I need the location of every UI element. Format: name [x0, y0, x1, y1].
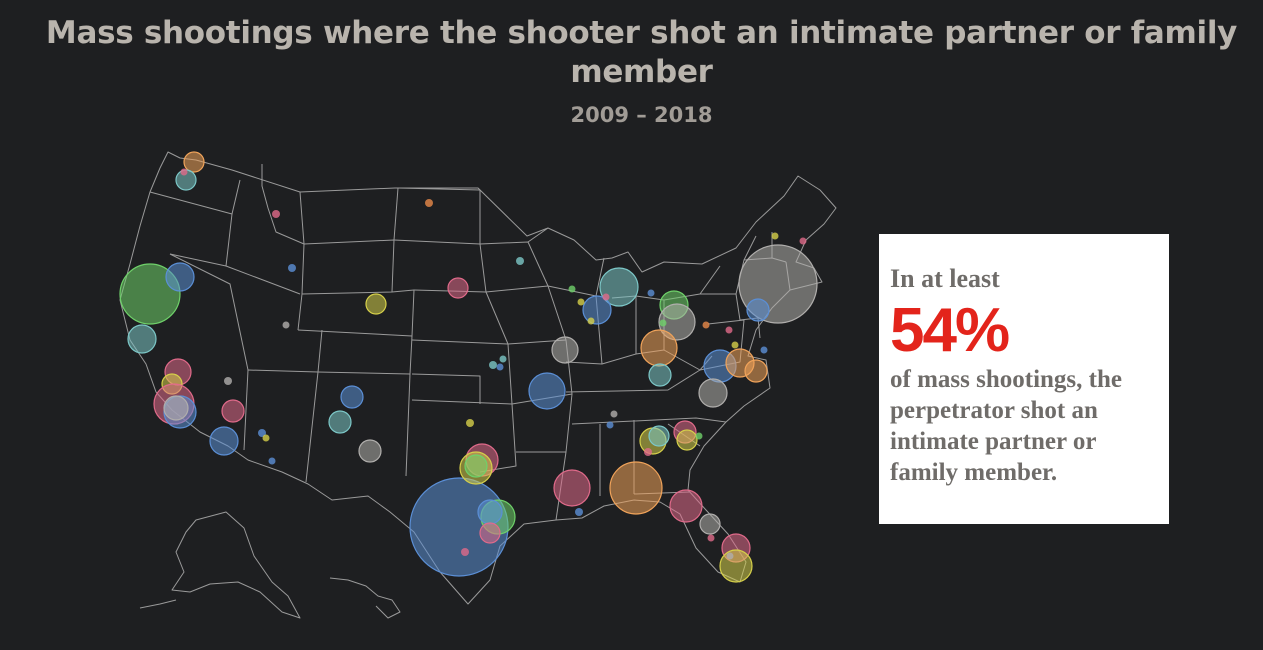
chart-subtitle: 2009 – 2018: [570, 103, 713, 127]
stat-callout: In at least 54% of mass shootings, the p…: [879, 234, 1169, 524]
shooting-bubbles: [119, 151, 818, 583]
us-map: [119, 151, 837, 619]
callout-body: of mass shootings, the perpetrator shot …: [890, 366, 1122, 486]
callout-lead: In at least: [890, 264, 1000, 293]
chart-title: Mass shootings where the shooter shot an…: [45, 15, 1238, 90]
callout-percentage: 54%: [890, 296, 1010, 365]
